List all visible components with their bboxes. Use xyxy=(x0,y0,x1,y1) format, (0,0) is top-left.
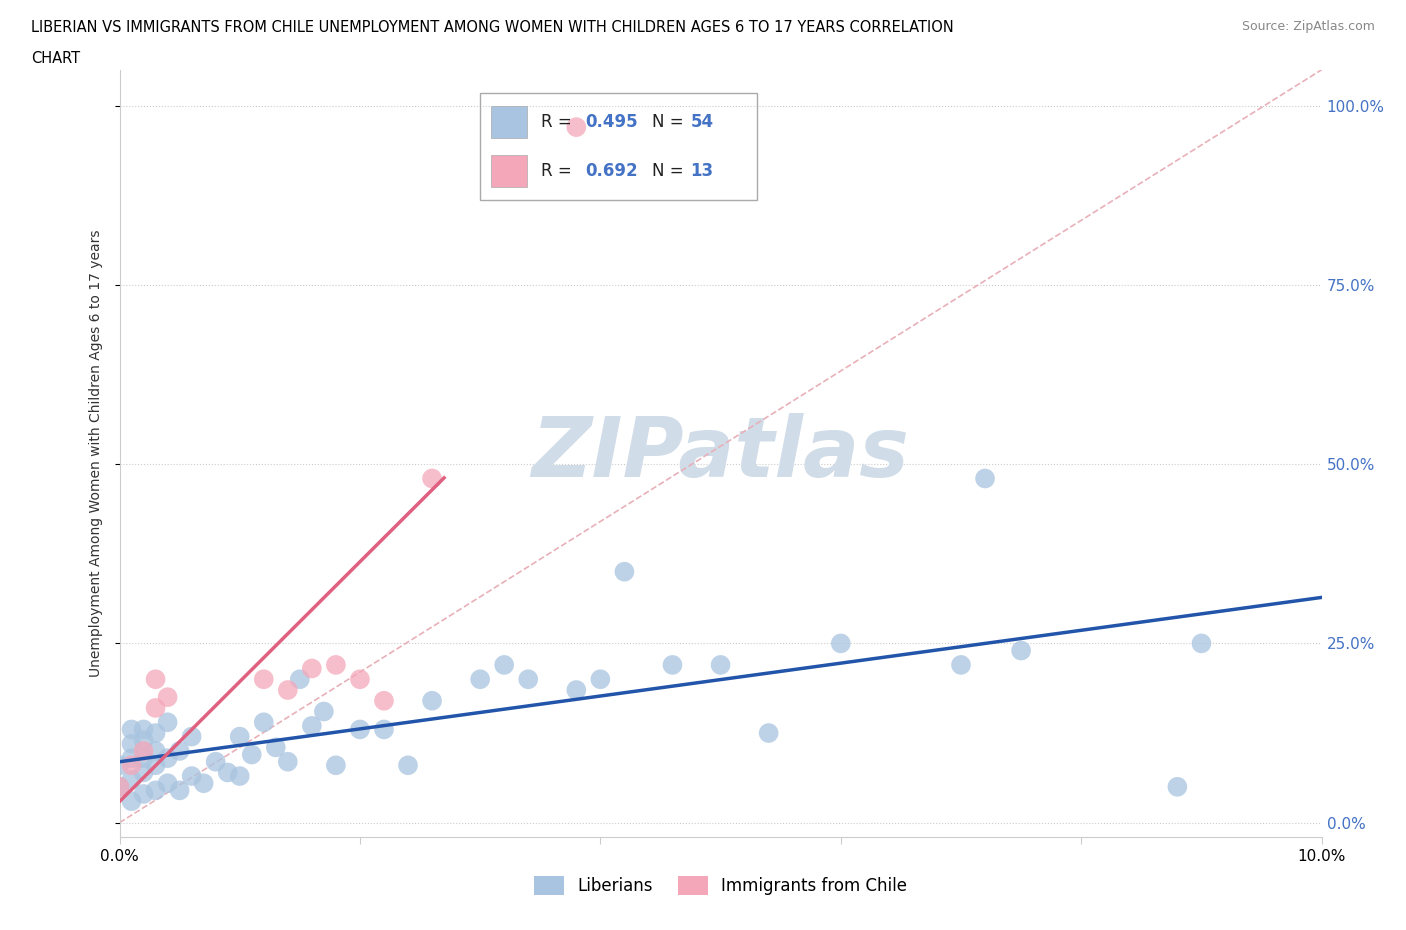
Point xyxy=(121,758,143,773)
Point xyxy=(613,565,636,579)
Point xyxy=(145,758,167,773)
Point xyxy=(661,658,683,672)
Point xyxy=(132,787,155,802)
Point xyxy=(420,471,443,485)
Point xyxy=(156,751,179,765)
Point xyxy=(121,722,143,737)
Point xyxy=(180,729,202,744)
Point xyxy=(1189,636,1212,651)
Y-axis label: Unemployment Among Women with Children Ages 6 to 17 years: Unemployment Among Women with Children A… xyxy=(89,230,103,677)
Point xyxy=(121,751,143,765)
Text: R =: R = xyxy=(541,162,576,180)
Bar xyxy=(491,155,527,187)
Point xyxy=(950,658,973,672)
Point xyxy=(1010,644,1032,658)
Point xyxy=(180,768,202,783)
Bar xyxy=(491,106,527,138)
Point xyxy=(974,471,997,485)
Point xyxy=(349,722,371,737)
Point xyxy=(277,754,299,769)
Point xyxy=(589,671,612,686)
Legend: Liberians, Immigrants from Chile: Liberians, Immigrants from Chile xyxy=(527,869,914,901)
Point xyxy=(132,733,155,748)
Point xyxy=(145,700,167,715)
Point xyxy=(132,765,155,780)
Point xyxy=(396,758,419,773)
Point xyxy=(253,671,276,686)
Point xyxy=(204,754,226,769)
Point xyxy=(121,772,143,787)
Point xyxy=(156,776,179,790)
Text: 0.692: 0.692 xyxy=(585,162,638,180)
Point xyxy=(301,661,323,676)
Point xyxy=(156,690,179,705)
Point xyxy=(420,694,443,709)
Point xyxy=(108,779,131,794)
Point xyxy=(240,747,263,762)
Text: LIBERIAN VS IMMIGRANTS FROM CHILE UNEMPLOYMENT AMONG WOMEN WITH CHILDREN AGES 6 : LIBERIAN VS IMMIGRANTS FROM CHILE UNEMPL… xyxy=(31,20,953,35)
Point xyxy=(145,671,167,686)
Point xyxy=(325,658,347,672)
Point xyxy=(121,737,143,751)
Point xyxy=(1166,779,1188,794)
Point xyxy=(325,758,347,773)
Point xyxy=(517,671,540,686)
Point xyxy=(108,758,131,773)
Point xyxy=(108,779,131,794)
Point xyxy=(301,718,323,733)
Text: R =: R = xyxy=(541,113,576,131)
Text: CHART: CHART xyxy=(31,51,80,66)
Text: ZIPatlas: ZIPatlas xyxy=(531,413,910,494)
Point xyxy=(156,715,179,730)
Point xyxy=(145,743,167,758)
Point xyxy=(145,725,167,740)
Text: 13: 13 xyxy=(690,162,713,180)
Point xyxy=(228,729,252,744)
Text: 0.495: 0.495 xyxy=(585,113,638,131)
Text: 54: 54 xyxy=(690,113,713,131)
Point xyxy=(169,783,191,798)
Point xyxy=(288,671,311,686)
Point xyxy=(830,636,852,651)
Text: N =: N = xyxy=(651,113,689,131)
Point xyxy=(132,743,155,758)
Point xyxy=(494,658,516,672)
Point xyxy=(277,683,299,698)
Point xyxy=(758,725,780,740)
Text: N =: N = xyxy=(651,162,689,180)
Point xyxy=(132,722,155,737)
Point xyxy=(565,683,588,698)
Point xyxy=(121,793,143,808)
Point xyxy=(349,671,371,686)
Point xyxy=(132,751,155,765)
Point xyxy=(709,658,731,672)
Point xyxy=(264,740,287,755)
Point xyxy=(373,694,395,709)
Point xyxy=(565,120,588,135)
Point xyxy=(468,671,492,686)
Point xyxy=(253,715,276,730)
Text: Source: ZipAtlas.com: Source: ZipAtlas.com xyxy=(1241,20,1375,33)
Point xyxy=(228,768,252,783)
Point xyxy=(312,704,335,719)
Point xyxy=(193,776,215,790)
Point xyxy=(217,765,239,780)
Point xyxy=(373,722,395,737)
Point xyxy=(145,783,167,798)
Point xyxy=(169,743,191,758)
